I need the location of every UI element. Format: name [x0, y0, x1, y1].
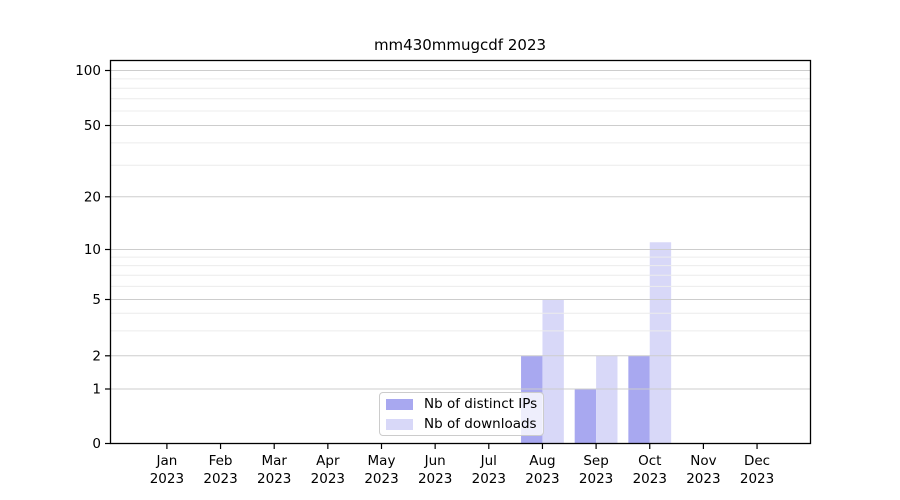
legend-swatch-downloads [386, 418, 413, 430]
x-tick-label-nov: Nov [690, 453, 716, 469]
x-tick-label-may: May [368, 453, 396, 469]
plot-border [109, 59, 812, 445]
x-tick-year-dec: 2023 [740, 471, 774, 487]
y-tick-label-0: 0 [92, 436, 101, 452]
bar-downloads-sep [596, 355, 618, 444]
x-tick-label-aug: Aug [529, 453, 555, 469]
chart-title: mm430mmugcdf 2023 [373, 36, 547, 54]
x-tick-year-jan: 2023 [150, 471, 184, 487]
x-tick-label-mar: Mar [261, 453, 287, 469]
x-tick-year-nov: 2023 [686, 471, 720, 487]
legend-label-distinct-ips: Nb of distinct IPs [424, 396, 538, 412]
bar-distinct-ips-sep [574, 389, 597, 444]
bar-downloads-oct [649, 242, 672, 444]
axes-layer: 0 1 2 5 10 20 50 100 Jan 2023 Feb 2023 Mar 2023 Apr 202… [75, 59, 812, 487]
x-tick-label-jan: Jan [155, 453, 177, 469]
y-tick-label-50: 50 [84, 118, 101, 134]
x-tick-year-apr: 2023 [311, 471, 345, 487]
x-tick-year-aug: 2023 [525, 471, 559, 487]
y-tick-label-20: 20 [84, 190, 101, 206]
bar-downloads-aug [542, 299, 564, 444]
y-tick-label-100: 100 [75, 63, 101, 79]
legend-swatch-distinct-ips [386, 398, 413, 410]
legend-label-downloads: Nb of downloads [424, 416, 537, 432]
y-tick-label-1: 1 [92, 382, 101, 398]
x-tick-year-jul: 2023 [472, 471, 506, 487]
grid-layer [110, 70, 811, 390]
x-tick-label-jun: Jun [424, 453, 446, 469]
legend: Nb of distinct IPs Nb of downloads [379, 392, 544, 436]
x-tick-label-oct: Oct [638, 453, 661, 469]
x-tick-year-sep: 2023 [579, 471, 613, 487]
x-tick-year-jun: 2023 [418, 471, 452, 487]
bar-distinct-ips-oct [628, 355, 650, 444]
x-tick-label-sep: Sep [583, 453, 608, 469]
y-tick-label-2: 2 [92, 349, 101, 365]
x-tick-label-apr: Apr [316, 453, 340, 469]
x-tick-label-feb: Feb [209, 453, 233, 469]
legend-entry-downloads: Nb of downloads [386, 416, 539, 432]
legend-entry-distinct-ips: Nb of distinct IPs [386, 396, 539, 412]
x-tick-year-mar: 2023 [257, 471, 291, 487]
y-tick-label-5: 5 [92, 292, 101, 308]
x-tick-year-may: 2023 [364, 471, 398, 487]
bars-layer [521, 242, 672, 444]
x-tick-year-oct: 2023 [633, 471, 667, 487]
x-tick-label-dec: Dec [744, 453, 770, 469]
x-tick-year-feb: 2023 [203, 471, 237, 487]
x-tick-label-jul: Jul [480, 453, 497, 469]
y-tick-label-10: 10 [84, 242, 101, 258]
